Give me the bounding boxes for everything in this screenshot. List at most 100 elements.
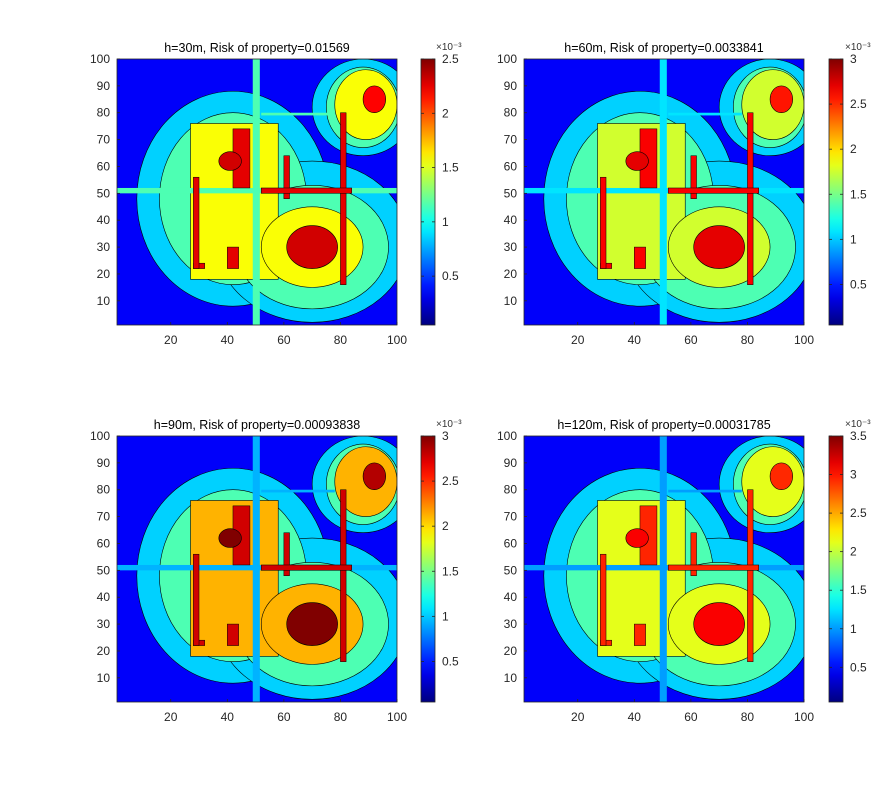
y-tick-label: 80: [504, 106, 518, 120]
x-tick-label: 60: [277, 333, 291, 347]
panel-2-colorbar: 0.5 1 1.5 2 2.5 3: [828, 52, 867, 326]
y-tick-label: 70: [97, 510, 111, 524]
colorbar-tick-label: 1.5: [850, 583, 867, 597]
building-frame: [747, 112, 754, 285]
risk-peak-north-east: [362, 85, 386, 114]
panel-2-title: h=60m, Risk of property=0.0033841: [564, 41, 763, 55]
risk-peak-south-east: [693, 225, 745, 269]
building-frame: [193, 176, 200, 269]
colorbar-tick-label: 2: [442, 106, 449, 120]
x-tick-label: 80: [741, 333, 755, 347]
panel-1-colorbar-exponent: ×10⁻³: [436, 42, 462, 53]
x-tick-label: 80: [741, 710, 755, 724]
y-tick-label: 10: [504, 294, 518, 308]
colorbar-tick-label: 3.5: [850, 429, 867, 443]
panel-2-colorbar-exponent: ×10⁻³: [845, 42, 871, 53]
building-frame: [600, 176, 607, 269]
x-tick-label: 100: [387, 710, 407, 724]
y-tick-label: 30: [504, 617, 518, 631]
x-tick-label: 80: [334, 333, 348, 347]
building-frame: [690, 532, 697, 576]
x-tick-label: 20: [571, 710, 585, 724]
colorbar-tick-label: 0.5: [850, 660, 867, 674]
axes-box: [523, 435, 805, 703]
panel-1-colorbar: 0.5 1 1.5 2 2.5: [420, 52, 459, 326]
panel-1: h=30m, Risk of property=0.01569 20 40 60 80…: [90, 41, 462, 347]
building-frame: [260, 187, 352, 194]
y-tick-label: 50: [97, 563, 111, 577]
colorbar-tick-label: 1.5: [442, 564, 459, 578]
x-tick-label: 100: [794, 710, 814, 724]
y-tick-label: 100: [90, 429, 110, 443]
building-frame: [283, 155, 290, 199]
panel-3-heatmap: [117, 436, 397, 702]
y-tick-label: 60: [504, 159, 518, 173]
panel-1-title: h=30m, Risk of property=0.01569: [164, 41, 350, 55]
road-vertical: [659, 59, 667, 325]
x-tick-label: 80: [334, 710, 348, 724]
building-frame: [340, 489, 347, 662]
panel-2-heatmap: [524, 59, 804, 325]
x-tick-label: 60: [277, 710, 291, 724]
y-tick-label: 90: [97, 456, 111, 470]
colorbar-scale: [420, 58, 436, 326]
y-tick-label: 60: [97, 159, 111, 173]
axes-box: [116, 58, 398, 326]
risk-peak-south-east: [286, 225, 338, 269]
x-tick-label: 40: [628, 333, 642, 347]
axes-box: [523, 58, 805, 326]
road-north: [261, 489, 335, 493]
y-tick-label: 80: [97, 106, 111, 120]
building-frame: [227, 246, 239, 269]
x-tick-label: 20: [164, 710, 178, 724]
colorbar-scale: [828, 435, 844, 703]
colorbar-scale: [828, 58, 844, 326]
road-north: [668, 112, 742, 116]
y-tick-label: 30: [97, 617, 111, 631]
y-tick-label: 20: [504, 644, 518, 658]
y-tick-label: 30: [504, 240, 518, 254]
risk-peak-north-east: [769, 462, 793, 491]
colorbar-tick-label: 0.5: [442, 269, 459, 283]
building-frame: [634, 623, 646, 646]
colorbar-tick-label: 3: [850, 468, 857, 482]
risk-peak-south-east: [286, 602, 338, 646]
y-tick-label: 10: [97, 294, 111, 308]
y-tick-label: 20: [504, 267, 518, 281]
building-frame: [747, 489, 754, 662]
road-vertical: [252, 436, 260, 702]
y-tick-label: 100: [497, 52, 517, 66]
risk-peak-north-west: [625, 528, 649, 548]
y-tick-label: 90: [504, 456, 518, 470]
y-tick-label: 50: [97, 186, 111, 200]
building-frame: [600, 553, 607, 646]
colorbar-tick-label: 2.5: [442, 474, 459, 488]
y-tick-label: 90: [97, 79, 111, 93]
panel-1-heatmap: [117, 59, 397, 325]
building-frame: [193, 553, 200, 646]
panel-2-axes: 20 40 60 80 100 10 20 30 40 50 60 70 80 90 100: [497, 52, 814, 347]
panel-3: h=90m, Risk of property=0.00093838 20 40 6…: [90, 418, 462, 724]
building-frame: [283, 532, 290, 576]
colorbar-tick-label: 1: [850, 232, 857, 246]
x-tick-label: 60: [684, 710, 698, 724]
x-tick-label: 40: [221, 710, 235, 724]
panel-4-heatmap: [524, 436, 804, 702]
colorbar-tick-label: 3: [850, 52, 857, 66]
colorbar-tick-label: 2: [850, 142, 857, 156]
x-tick-label: 40: [221, 333, 235, 347]
y-tick-label: 40: [504, 213, 518, 227]
y-tick-label: 70: [504, 510, 518, 524]
panel-3-colorbar-exponent: ×10⁻³: [436, 419, 462, 430]
panel-3-colorbar: 0.5 1 1.5 2 2.5 3: [420, 429, 459, 703]
risk-peak-north-east: [362, 462, 386, 491]
colorbar-tick-label: 2: [850, 545, 857, 559]
y-tick-label: 40: [97, 213, 111, 227]
x-tick-label: 100: [794, 333, 814, 347]
colorbar-tick-label: 2.5: [850, 506, 867, 520]
y-tick-label: 90: [504, 79, 518, 93]
colorbar-tick-label: 3: [442, 429, 449, 443]
panel-3-title: h=90m, Risk of property=0.00093838: [154, 418, 360, 432]
risk-peak-north-west: [218, 528, 242, 548]
y-tick-label: 10: [97, 671, 111, 685]
